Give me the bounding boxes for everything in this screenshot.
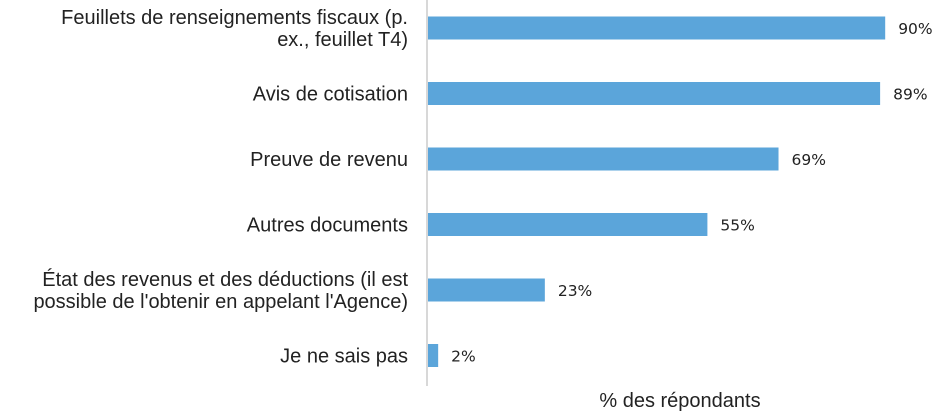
bar-2 bbox=[428, 147, 779, 171]
value-label-5: 2% bbox=[451, 348, 476, 366]
value-label-2: 69% bbox=[792, 151, 826, 169]
category-label-3: Autres documents bbox=[247, 215, 408, 237]
bar-4 bbox=[428, 278, 545, 302]
value-label-0: 90% bbox=[898, 20, 932, 38]
category-label-5: Je ne sais pas bbox=[280, 346, 408, 368]
bar-5 bbox=[428, 344, 439, 367]
bars-group: 90% Feuillets de renseignements fiscaux (… bbox=[33, 7, 932, 368]
value-label-4: 23% bbox=[558, 282, 592, 300]
bar-3 bbox=[428, 213, 708, 236]
bar-0 bbox=[428, 16, 886, 40]
bar-1 bbox=[428, 82, 881, 105]
x-axis-title: % des répondants bbox=[599, 390, 760, 412]
category-label-1: Avis de cotisation bbox=[253, 84, 408, 106]
category-label-0: Feuillets de renseignements fiscaux (p. e… bbox=[61, 7, 408, 51]
value-label-3: 55% bbox=[720, 217, 754, 235]
category-label-2: Preuve de revenu bbox=[250, 149, 408, 171]
value-label-1: 89% bbox=[893, 86, 927, 104]
category-label-4: État des revenus et des déductions (il e… bbox=[33, 268, 408, 313]
